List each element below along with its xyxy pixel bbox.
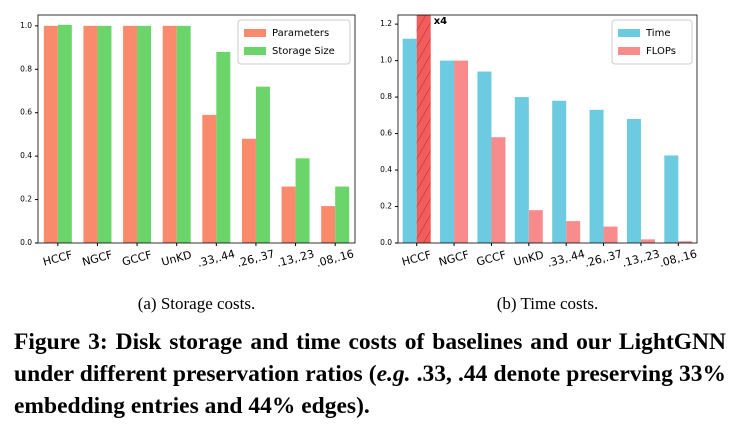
bar (566, 221, 581, 243)
y-tick-label: 0.8 (20, 64, 32, 73)
bar (454, 60, 469, 243)
bar (664, 155, 679, 243)
bar-hatch (416, 15, 431, 243)
bar (57, 24, 72, 243)
legend-label: Time (645, 28, 670, 39)
x-tick-label: .13,.23 (621, 247, 662, 270)
bar (137, 25, 152, 243)
legend-label: FLOPs (646, 46, 676, 57)
y-tick-label: 0.6 (380, 129, 392, 138)
x-tick-label: UnKD (512, 248, 545, 269)
bar (626, 118, 641, 243)
bar (440, 60, 455, 243)
x-tick-label: .33,.44 (196, 247, 237, 270)
bar (83, 25, 98, 243)
bar (335, 186, 350, 243)
x-tick-label: GCCF (475, 248, 508, 268)
bar (678, 241, 693, 243)
bar (477, 71, 492, 243)
bar (123, 25, 138, 243)
x-tick-label: GCCF (121, 248, 154, 268)
y-tick-label: 1.0 (380, 56, 392, 65)
bar (402, 38, 417, 243)
bar (281, 186, 296, 243)
bar (202, 114, 217, 243)
bar (640, 239, 655, 243)
x-tick-label: UnKD (160, 248, 193, 269)
axes-frame (37, 14, 356, 244)
bar (162, 25, 177, 243)
x-tick-label: .26,.37 (583, 247, 624, 270)
x-tick-label: .33,.44 (546, 247, 587, 270)
x-tick-label: HCCF (400, 248, 432, 268)
y-tick-label: 0.0 (380, 238, 392, 247)
x-tick-label: .13,.23 (275, 247, 316, 270)
caption-text: Figure 3: Disk storage and time costs of… (14, 329, 726, 387)
legend-swatch (618, 47, 640, 55)
bar (589, 109, 604, 243)
legend-box (237, 19, 351, 65)
y-tick-label: 0.0 (20, 238, 32, 247)
legend-label: Parameters (272, 28, 329, 39)
x-tick-label: HCCF (42, 248, 74, 268)
annotation: x4 (434, 16, 447, 27)
subcaption: (b) Time costs. (497, 294, 599, 313)
subcaption: (a) Storage costs. (138, 294, 256, 313)
x-tick-label: NGCF (437, 248, 470, 269)
x-tick-label: NGCF (81, 248, 114, 269)
bar (241, 138, 256, 243)
bar (528, 210, 543, 243)
bar (295, 158, 310, 243)
legend-swatch (618, 29, 640, 37)
x-tick-label: .26,.37 (236, 247, 277, 270)
y-tick-label: 0.2 (20, 195, 32, 204)
bar (176, 25, 191, 243)
bar (43, 25, 58, 243)
legend-swatch (244, 29, 266, 37)
y-tick-label: 1.2 (380, 19, 392, 28)
figure-caption: Figure 3: Disk storage and time costs of… (14, 326, 726, 422)
bar (97, 25, 112, 243)
y-tick-label: 1.0 (20, 21, 32, 30)
y-tick-label: 0.6 (20, 108, 32, 117)
bar (491, 137, 506, 243)
y-tick-label: 0.4 (380, 165, 392, 174)
bar (321, 206, 336, 243)
bar (514, 97, 529, 243)
x-tick-label: .08,.16 (315, 247, 356, 270)
bar (552, 100, 567, 243)
y-tick-label: 0.4 (20, 151, 32, 160)
legend-swatch (244, 47, 266, 55)
bar (216, 51, 231, 243)
x-tick-label: .08,.16 (658, 247, 699, 270)
legend-box (611, 19, 693, 65)
caption-text: e.g. (376, 361, 411, 387)
axes-frame (397, 14, 698, 244)
caption-text: .33, .44 denote preserving 33% embedding… (14, 361, 726, 419)
y-tick-label: 0.2 (380, 202, 392, 211)
bar (603, 226, 618, 243)
y-tick-label: 0.8 (380, 92, 392, 101)
bar (255, 86, 270, 243)
legend-label: Storage Size (272, 46, 335, 57)
